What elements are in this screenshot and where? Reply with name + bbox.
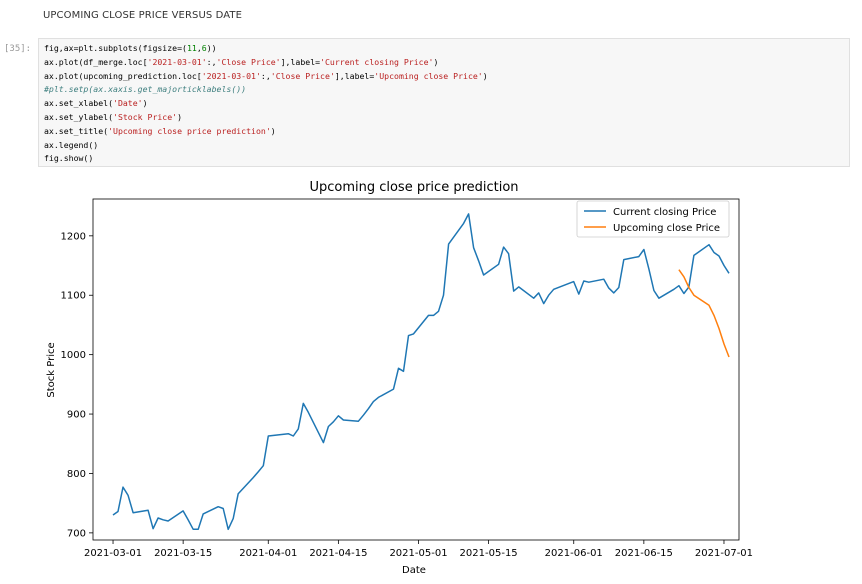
code-line: ax.plot(upcoming_prediction.loc['2021-03… bbox=[44, 70, 488, 81]
y-tick-label: 1100 bbox=[61, 291, 86, 302]
cell-prompt: [35]: bbox=[4, 44, 32, 54]
y-tick-label: 800 bbox=[67, 469, 86, 480]
x-tick-label: 2021-05-01 bbox=[389, 548, 447, 559]
y-axis-label: Stock Price bbox=[46, 342, 57, 397]
legend-box bbox=[576, 200, 730, 238]
code-cell-input[interactable]: fig,ax=plt.subplots(figsize=(11,6)) ax.pl… bbox=[38, 38, 850, 167]
code-line: ax.set_title('Upcoming close price predi… bbox=[44, 125, 276, 136]
code-line: ax.set_xlabel('Date') bbox=[44, 98, 148, 109]
axes-frame bbox=[92, 198, 740, 541]
x-tick-label: 2021-07-01 bbox=[695, 548, 753, 559]
code-line: fig.show() bbox=[44, 153, 94, 164]
series-line-upcoming-close-price bbox=[678, 269, 730, 358]
y-tick-label: 1000 bbox=[61, 350, 86, 361]
code-line: #plt.setp(ax.xaxis.get_majorticklabels()… bbox=[44, 84, 247, 95]
x-tick-label: 2021-05-15 bbox=[460, 548, 518, 559]
legend-label-upcoming: Upcoming close Price bbox=[613, 223, 720, 234]
cell-output: Upcoming close price prediction 700 800 90… bbox=[0, 172, 862, 580]
x-axis-label: Date bbox=[402, 565, 426, 576]
code-line: ax.legend() bbox=[44, 139, 99, 150]
y-tick-label: 900 bbox=[67, 410, 86, 421]
code-line: ax.set_ylabel('Stock Price') bbox=[44, 111, 183, 122]
chart-title: Upcoming close price prediction bbox=[309, 180, 518, 195]
y-tick-label: 700 bbox=[67, 528, 86, 539]
chart-legend: Current closing Price Upcoming close Pri… bbox=[576, 200, 730, 238]
markdown-heading: UPCOMING CLOSE PRICE VERSUS DATE bbox=[43, 10, 243, 21]
code-line: ax.plot(df_merge.loc['2021-03-01':,'Clos… bbox=[44, 56, 439, 67]
code-line: fig,ax=plt.subplots(figsize=(11,6)) bbox=[44, 43, 217, 53]
x-tick-label: 2021-06-15 bbox=[615, 548, 673, 559]
code-editor[interactable]: fig,ax=plt.subplots(figsize=(11,6)) ax.pl… bbox=[44, 42, 488, 166]
legend-label-current: Current closing Price bbox=[613, 207, 716, 218]
figure-background bbox=[0, 172, 862, 580]
x-tick-label: 2021-03-01 bbox=[84, 548, 142, 559]
x-tick-label: 2021-04-01 bbox=[239, 548, 297, 559]
x-tick-label: 2021-06-01 bbox=[545, 548, 603, 559]
series-line-current-closing-price bbox=[112, 213, 730, 531]
y-tick-label: 1200 bbox=[61, 231, 86, 242]
x-tick-label: 2021-04-15 bbox=[309, 548, 367, 559]
x-tick-label: 2021-03-15 bbox=[154, 548, 212, 559]
line-chart: Upcoming close price prediction 700 800 90… bbox=[0, 172, 862, 580]
